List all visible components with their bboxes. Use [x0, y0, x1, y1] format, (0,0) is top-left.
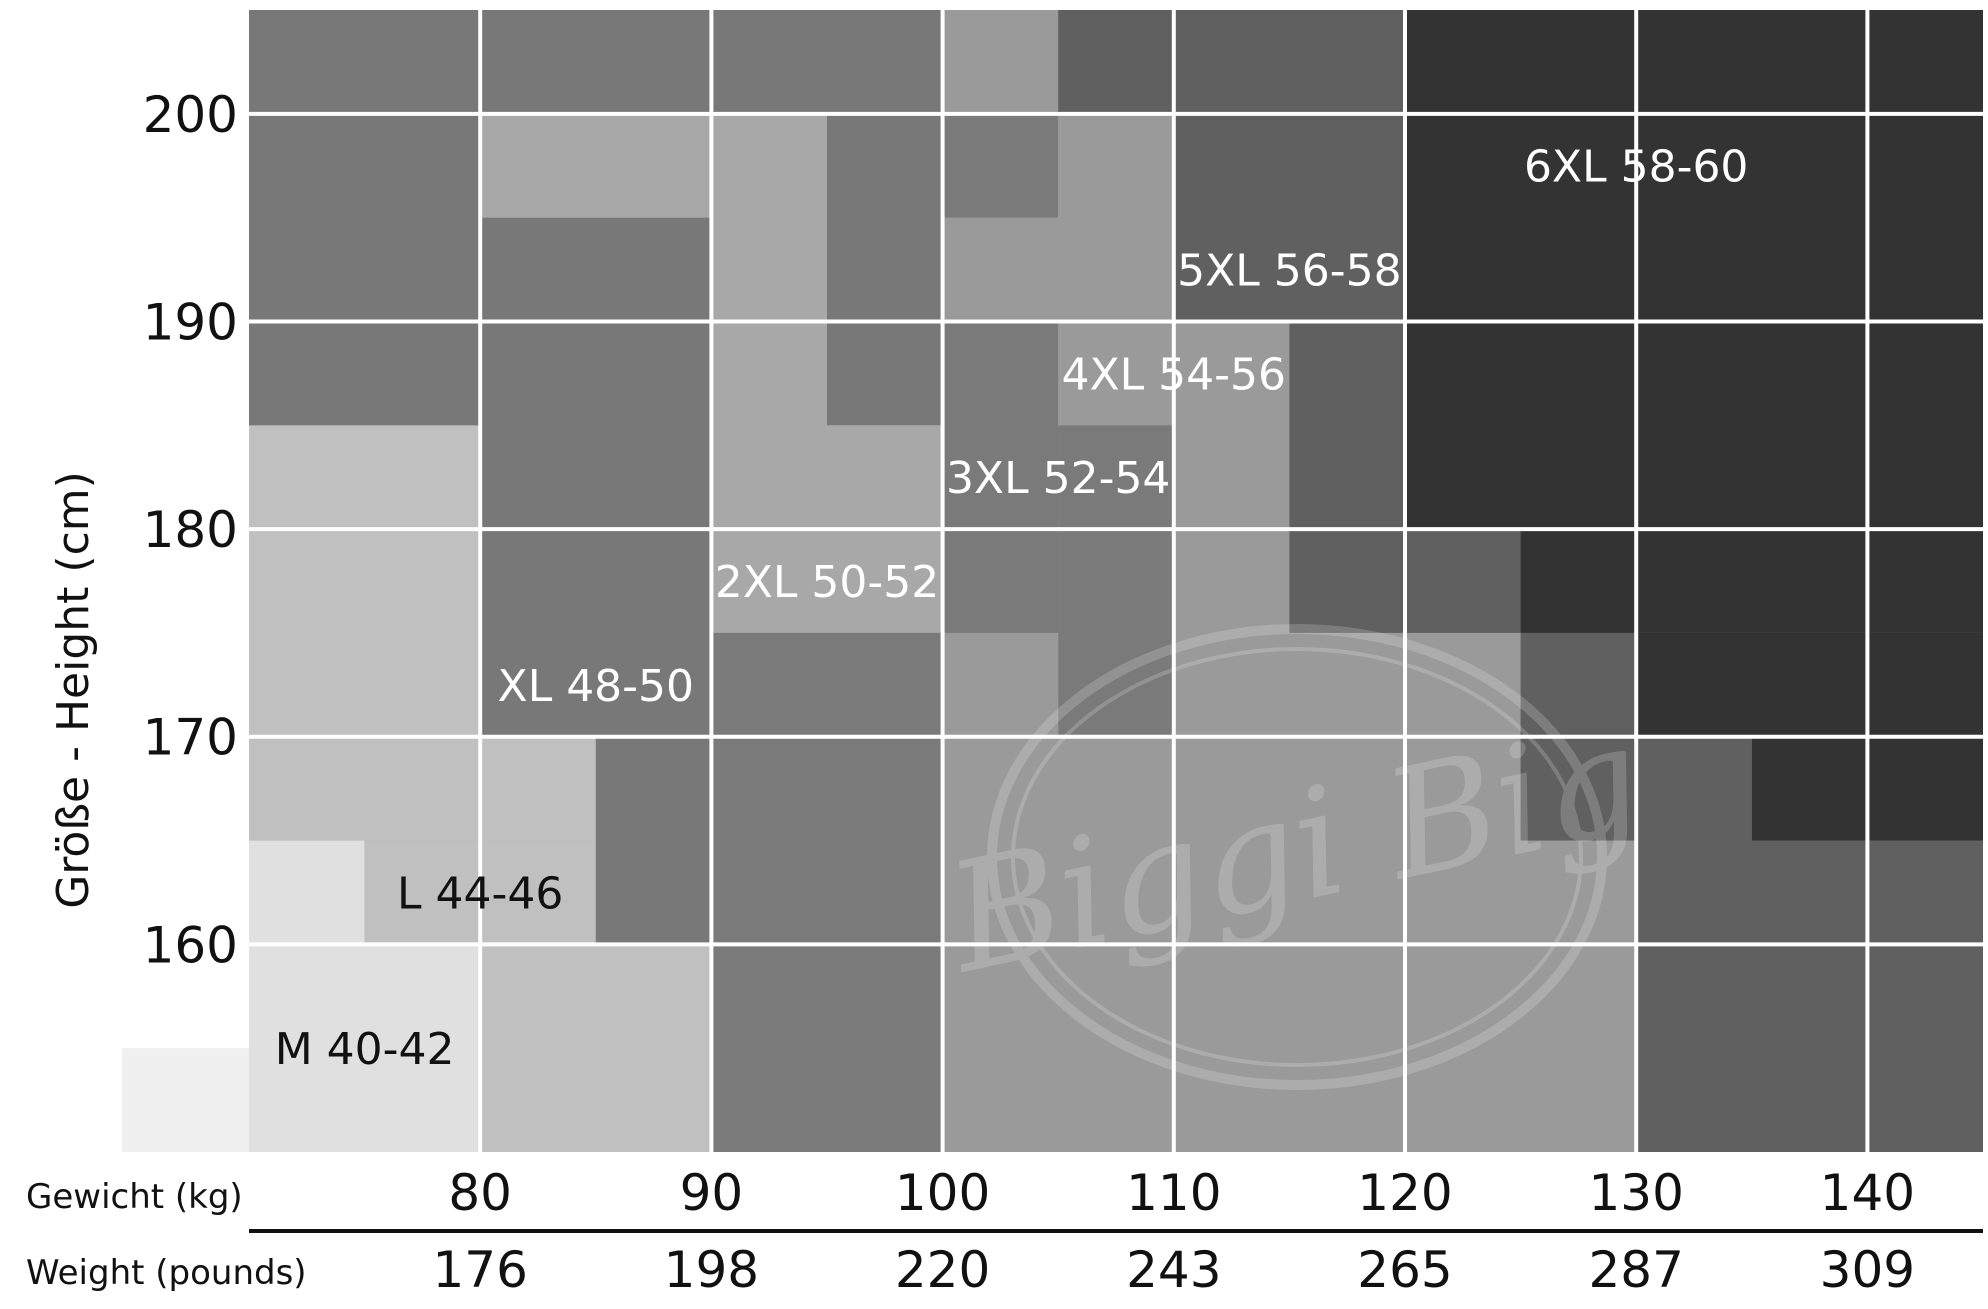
- size-label: M 40-42: [275, 1024, 455, 1075]
- size-cell: [249, 736, 596, 841]
- size-cell: [480, 217, 712, 530]
- size-cell: [1636, 840, 1983, 1152]
- size-cell: [1173, 113, 1405, 322]
- x-tick-label-kg: 140: [1820, 1164, 1915, 1222]
- x-tick-label-lb: 243: [1126, 1241, 1221, 1299]
- size-cells: [121, 10, 1983, 1152]
- size-label: 2XL 50-52: [715, 557, 940, 608]
- x-tick-label-lb: 198: [664, 1241, 759, 1299]
- size-cell: [942, 632, 1059, 1152]
- size-cell: [1058, 113, 1174, 426]
- size-cell: [249, 425, 481, 737]
- size-cell: [1405, 10, 1983, 530]
- x-tick-label-kg: 100: [895, 1164, 990, 1222]
- size-cell: [249, 10, 943, 114]
- size-cell: [1058, 425, 1174, 737]
- x-tick-label-kg: 110: [1126, 1164, 1221, 1222]
- x-tick-label-lb: 265: [1357, 1241, 1452, 1299]
- size-label: XL 48-50: [498, 661, 695, 712]
- size-label: 4XL 54-56: [1062, 349, 1287, 400]
- size-cell: [1173, 321, 1290, 633]
- x-tick-label-lb: 309: [1820, 1241, 1915, 1299]
- size-label: 6XL 58-60: [1524, 142, 1749, 193]
- size-cell: [827, 113, 943, 426]
- size-cell: [480, 944, 712, 1152]
- size-cell: [480, 529, 712, 737]
- x-tick-label-kg: 90: [680, 1164, 744, 1222]
- x-tick-label-kg: 120: [1357, 1164, 1452, 1222]
- y-tick-label: 180: [143, 501, 238, 559]
- y-tick-label: 170: [143, 709, 238, 767]
- y-axis-label: Größe - Height (cm): [48, 471, 99, 909]
- size-cell: [1636, 736, 1752, 841]
- size-cell: [1058, 10, 1405, 114]
- x-axis-label-lb: Weight (pounds): [26, 1253, 307, 1293]
- x-tick-label-kg: 130: [1588, 1164, 1683, 1222]
- size-cell: [1636, 632, 1983, 737]
- size-cell: [595, 736, 712, 945]
- size-cell: [1173, 632, 1290, 1152]
- y-tick-label: 200: [143, 86, 238, 144]
- size-label: 3XL 52-54: [946, 453, 1171, 504]
- x-axis: Gewicht (kg) Weight (pounds) 80 176 90 198 1…: [26, 1164, 1983, 1299]
- y-tick-label: 190: [143, 293, 238, 351]
- size-cell: [942, 217, 1059, 322]
- size-cell: [1520, 529, 1983, 633]
- grid-lines: [249, 10, 1983, 1152]
- y-axis: Größe - Height (cm) 160 170 180 190 200: [48, 86, 238, 975]
- x-tick-label-lb: 176: [432, 1241, 527, 1299]
- size-cell: [942, 10, 1059, 114]
- size-cell: [249, 113, 481, 426]
- x-tick-label-lb: 220: [895, 1241, 990, 1299]
- y-tick-label: 160: [143, 916, 238, 974]
- size-cell: [249, 944, 481, 1152]
- size-cell: [942, 113, 1059, 218]
- size-cell: [942, 321, 1059, 633]
- size-label: L 44-46: [397, 868, 563, 919]
- x-tick-label-kg: 80: [448, 1164, 512, 1222]
- x-axis-label-kg: Gewicht (kg): [26, 1177, 243, 1217]
- size-cell: [480, 113, 712, 218]
- size-cell: [121, 1048, 249, 1152]
- size-cell: [711, 113, 827, 633]
- size-label: 5XL 56-58: [1177, 246, 1402, 297]
- x-tick-label-lb: 287: [1588, 1241, 1683, 1299]
- size-cell: [1289, 321, 1405, 633]
- size-labels: M 40-42 L 44-46 XL 48-50 2XL 50-52 3XL 52-54…: [275, 142, 1749, 1075]
- size-cell: [1405, 529, 1521, 633]
- size-cell: [249, 840, 365, 945]
- size-cell: [711, 632, 943, 1152]
